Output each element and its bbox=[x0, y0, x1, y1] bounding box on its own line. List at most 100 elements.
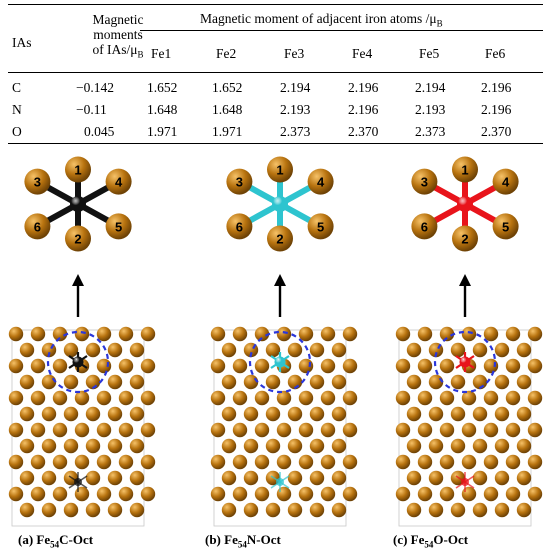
iron-atom bbox=[406, 470, 422, 486]
iron-atom bbox=[428, 502, 444, 518]
iron-atom bbox=[331, 374, 347, 390]
interstitial-atom bbox=[70, 196, 86, 212]
iron-atom bbox=[107, 470, 123, 486]
iron-atom bbox=[461, 454, 477, 470]
iron-atom bbox=[129, 502, 145, 518]
iron-atom bbox=[129, 342, 145, 358]
iron-atom bbox=[320, 422, 336, 438]
iron-atom bbox=[527, 422, 543, 438]
iron-atom bbox=[395, 422, 411, 438]
cell-fe-moment: 1.652 bbox=[212, 80, 243, 95]
iron-atom bbox=[320, 486, 336, 502]
iron-atom bbox=[309, 502, 325, 518]
iron-atom bbox=[461, 326, 477, 342]
iron-atom bbox=[320, 454, 336, 470]
atom-label: 4 bbox=[502, 175, 510, 190]
iron-atom bbox=[483, 390, 499, 406]
iron-atom bbox=[85, 342, 101, 358]
cell-ia-moment: 0.045 bbox=[84, 124, 115, 139]
mag-line-3: of IAs/μB bbox=[92, 42, 144, 60]
iron-atom bbox=[450, 342, 466, 358]
col-header-fe4: Fe4 bbox=[352, 46, 373, 61]
iron-atom bbox=[107, 342, 123, 358]
iron-atom bbox=[287, 470, 303, 486]
iron-atom bbox=[417, 326, 433, 342]
panel-c: 1 2 3 4 5 6 bbox=[395, 156, 543, 527]
iron-atom bbox=[63, 342, 79, 358]
iron-atom bbox=[417, 486, 433, 502]
col-header-fe2: Fe2 bbox=[216, 46, 237, 61]
iron-atom bbox=[265, 502, 281, 518]
iron-atom bbox=[129, 470, 145, 486]
iron-atom bbox=[118, 326, 134, 342]
iron-atom bbox=[331, 438, 347, 454]
iron-atom bbox=[342, 486, 358, 502]
iron-atom bbox=[265, 406, 281, 422]
iron-atom bbox=[483, 422, 499, 438]
supercell-lattice bbox=[8, 326, 156, 527]
iron-atom bbox=[331, 502, 347, 518]
iron-atom bbox=[265, 374, 281, 390]
group-header: Magnetic moment of adjacent iron atoms /… bbox=[200, 11, 443, 29]
cell-ia: C bbox=[12, 80, 22, 95]
dashed-highlight-circle bbox=[433, 330, 497, 394]
iron-atom bbox=[243, 470, 259, 486]
iron-atom bbox=[395, 326, 411, 342]
atom-label: 1 bbox=[461, 163, 468, 178]
iron-atom bbox=[232, 358, 248, 374]
iron-atom bbox=[395, 454, 411, 470]
iron-atom bbox=[516, 470, 532, 486]
atom-label: 5 bbox=[115, 219, 122, 234]
iron-atom bbox=[298, 390, 314, 406]
iron-atom bbox=[96, 454, 112, 470]
iron-atom bbox=[243, 438, 259, 454]
interstitial-atom bbox=[459, 356, 471, 368]
iron-atom bbox=[320, 358, 336, 374]
iron-atom bbox=[74, 486, 90, 502]
iron-atom bbox=[494, 470, 510, 486]
iron-atom bbox=[243, 502, 259, 518]
cell-ia: N bbox=[12, 102, 22, 117]
iron-atom bbox=[287, 438, 303, 454]
iron-atom bbox=[320, 390, 336, 406]
iron-atom bbox=[107, 438, 123, 454]
iron-atom bbox=[307, 213, 334, 240]
cell-ia-moment: −0.11 bbox=[76, 102, 107, 117]
iron-atom bbox=[309, 374, 325, 390]
iron-atom bbox=[19, 438, 35, 454]
cell-fe-moment: 1.971 bbox=[212, 124, 243, 139]
cell-fe-moment: 2.370 bbox=[481, 124, 512, 139]
iron-atom bbox=[30, 454, 46, 470]
iron-atom bbox=[63, 374, 79, 390]
iron-atom bbox=[505, 486, 521, 502]
iron-atom bbox=[210, 358, 226, 374]
iron-atom bbox=[8, 454, 24, 470]
iron-atom bbox=[129, 374, 145, 390]
iron-atom bbox=[411, 213, 438, 240]
iron-atom bbox=[472, 406, 488, 422]
interstitial-atom bbox=[272, 196, 288, 212]
atom-label: 6 bbox=[236, 219, 243, 234]
iron-atom bbox=[140, 358, 156, 374]
iron-atom bbox=[85, 470, 101, 486]
iron-atom bbox=[298, 486, 314, 502]
iron-atom bbox=[527, 326, 543, 342]
iron-atom bbox=[105, 168, 132, 195]
iron-atom bbox=[472, 470, 488, 486]
iron-atom bbox=[472, 438, 488, 454]
iron-atom bbox=[74, 326, 90, 342]
iron-atom bbox=[8, 390, 24, 406]
atom-label: 5 bbox=[317, 219, 324, 234]
atom-label: 6 bbox=[34, 219, 41, 234]
cell-fe-moment: 2.373 bbox=[280, 124, 311, 139]
cell-fe-moment: 1.648 bbox=[212, 102, 243, 117]
iron-atom bbox=[452, 225, 478, 252]
iron-atom bbox=[505, 358, 521, 374]
interstitial-atom bbox=[274, 356, 286, 368]
iron-atom bbox=[85, 438, 101, 454]
iron-atom bbox=[516, 342, 532, 358]
iron-atom bbox=[287, 406, 303, 422]
cell-fe-moment: 2.193 bbox=[415, 102, 446, 117]
cell-fe-moment: 2.196 bbox=[348, 80, 379, 95]
dashed-highlight-circle bbox=[46, 330, 110, 394]
